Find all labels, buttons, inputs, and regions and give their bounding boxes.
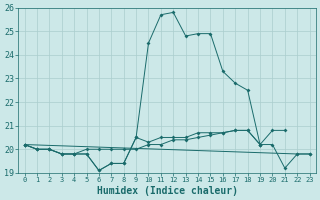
X-axis label: Humidex (Indice chaleur): Humidex (Indice chaleur) — [97, 186, 237, 196]
